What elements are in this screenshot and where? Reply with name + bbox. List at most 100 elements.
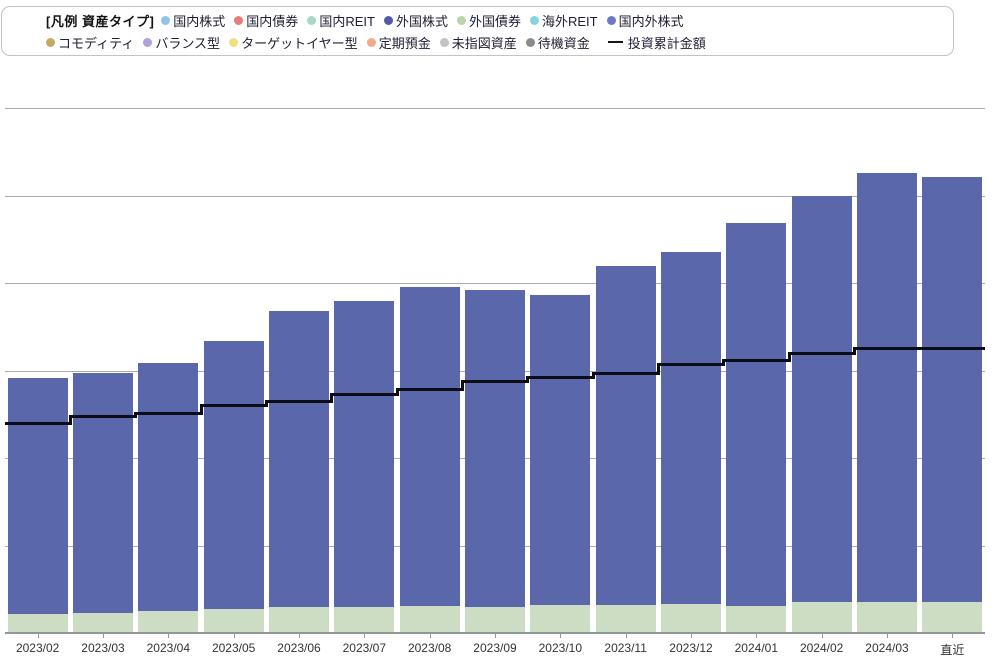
cumulative-investment-line xyxy=(266,399,332,403)
cumulative-investment-line xyxy=(397,388,463,392)
y-gridline xyxy=(5,195,985,197)
x-axis-label: 2023/06 xyxy=(277,641,321,655)
bar-segment-外国債券[interactable] xyxy=(595,605,656,633)
bar-segment-外国株式[interactable] xyxy=(334,301,395,607)
legend-dot-icon xyxy=(606,15,616,25)
y-gridline xyxy=(5,108,985,109)
legend-dot-icon xyxy=(307,15,317,25)
cumulative-investment-line-step xyxy=(264,399,268,407)
x-axis-label: 2023/10 xyxy=(538,641,583,655)
legend-item: 定期預金 xyxy=(366,33,431,52)
bar-segment-外国債券[interactable] xyxy=(791,601,852,633)
legend-item-label: 外国株式 xyxy=(395,13,448,29)
bar-segment-外国株式[interactable] xyxy=(595,265,656,605)
legend-item-label: 外国債券 xyxy=(468,13,521,29)
cumulative-investment-line-step xyxy=(526,376,530,384)
x-axis-tick xyxy=(299,634,300,638)
bar-segment-外国株式[interactable] xyxy=(73,373,133,613)
x-axis-label: 2023/11 xyxy=(604,641,647,655)
legend-item-label: ターゲットイヤー型 xyxy=(241,35,358,51)
legend-item: 投資累計金額 xyxy=(599,33,706,52)
legend-item-label: 国内株式 xyxy=(173,13,226,29)
bar-segment-外国債券[interactable] xyxy=(73,612,133,633)
legend-item-label: 待機資金 xyxy=(537,35,590,51)
x-axis-tick xyxy=(821,634,823,638)
bar-segment-外国債券[interactable] xyxy=(726,605,787,633)
cumulative-investment-line xyxy=(658,362,724,366)
x-axis-label: 2024/02 xyxy=(799,641,844,655)
bar-segment-外国株式[interactable] xyxy=(857,172,917,602)
x-axis-label: 2023/07 xyxy=(342,641,387,655)
x-axis-label: 2023/09 xyxy=(473,641,517,655)
y-gridline xyxy=(5,283,985,284)
legend-item: 国内株式 xyxy=(161,11,225,30)
cumulative-investment-line-step xyxy=(330,392,334,403)
legend-line-marker-icon xyxy=(607,41,623,43)
bar-segment-外国債券[interactable] xyxy=(203,608,264,633)
x-axis-tick xyxy=(691,634,692,638)
bar-segment-外国株式[interactable] xyxy=(7,377,68,614)
cumulative-investment-line-step xyxy=(591,371,595,379)
cumulative-investment-line-step xyxy=(656,362,660,375)
bar-segment-外国株式[interactable] xyxy=(138,362,199,612)
legend-dot-icon xyxy=(456,15,466,25)
cumulative-investment-line xyxy=(70,415,136,419)
cumulative-investment-line xyxy=(5,422,71,426)
bar-segment-外国株式[interactable] xyxy=(530,295,591,605)
bar-segment-外国株式[interactable] xyxy=(203,340,264,609)
legend-dot-icon xyxy=(161,15,171,25)
x-axis-tick xyxy=(625,634,627,638)
x-axis-tick xyxy=(364,634,366,638)
legend-dot-icon xyxy=(234,15,244,25)
cumulative-investment-line-step xyxy=(134,411,138,419)
cumulative-investment-line-step xyxy=(722,359,726,366)
bar-segment-外国債券[interactable] xyxy=(857,601,917,633)
legend-dot-icon xyxy=(529,15,539,25)
bar-segment-外国債券[interactable] xyxy=(7,613,68,633)
legend-row-1: [凡例 資産タイプ] 国内株式 国内債券 国内REIT 外国株式 外国債券 海外REIT 国… xyxy=(46,9,953,31)
legend-item: 海外REIT xyxy=(529,11,598,30)
x-axis-label: 2023/05 xyxy=(211,641,256,655)
bar-segment-外国株式[interactable] xyxy=(922,177,983,602)
cumulative-investment-line xyxy=(919,347,985,351)
x-axis-label: 2023/02 xyxy=(15,641,60,655)
x-axis-tick xyxy=(495,634,496,638)
legend-item: コモディティ xyxy=(46,33,134,52)
legend-item-label: 定期預金 xyxy=(378,35,431,51)
x-axis-tick xyxy=(168,634,170,638)
bar-segment-外国債券[interactable] xyxy=(269,606,329,633)
legend-item: ターゲットイヤー型 xyxy=(229,33,358,52)
bar-segment-外国債券[interactable] xyxy=(661,604,721,633)
cumulative-investment-line xyxy=(789,352,855,356)
legend-dot-icon xyxy=(229,37,239,47)
legend-item: 国内債券 xyxy=(234,11,298,30)
cumulative-investment-line-step xyxy=(787,352,791,363)
bar-segment-外国株式[interactable] xyxy=(791,196,852,602)
legend-item-label: 国内REIT xyxy=(319,13,375,29)
x-axis-tick xyxy=(887,634,888,638)
bar-segment-外国株式[interactable] xyxy=(269,311,329,607)
legend-title: [凡例 資産タイプ] xyxy=(46,13,155,29)
cumulative-investment-line xyxy=(723,359,789,363)
x-axis-tick xyxy=(37,634,39,638)
cumulative-investment-line xyxy=(593,371,659,375)
bar-segment-外国債券[interactable] xyxy=(399,605,460,633)
bar-segment-外国債券[interactable] xyxy=(922,601,983,633)
bar-segment-外国債券[interactable] xyxy=(334,606,395,633)
bar-segment-外国株式[interactable] xyxy=(661,252,721,605)
cumulative-investment-line xyxy=(331,392,397,396)
cumulative-investment-line xyxy=(462,380,528,384)
cumulative-investment-line-step xyxy=(199,404,203,415)
bar-segment-外国債券[interactable] xyxy=(138,611,199,633)
bar-segment-外国株式[interactable] xyxy=(726,222,787,606)
legend-dot-icon xyxy=(366,37,376,47)
bar-segment-外国債券[interactable] xyxy=(530,605,591,633)
bar-segment-外国株式[interactable] xyxy=(399,287,460,606)
bar-segment-外国株式[interactable] xyxy=(465,290,525,607)
x-axis-tick xyxy=(103,634,104,638)
legend-item: 国内外株式 xyxy=(606,11,684,30)
bar-segment-外国債券[interactable] xyxy=(465,606,525,633)
legend-dot-icon xyxy=(439,37,449,47)
x-axis-label: 直近 xyxy=(940,643,965,657)
